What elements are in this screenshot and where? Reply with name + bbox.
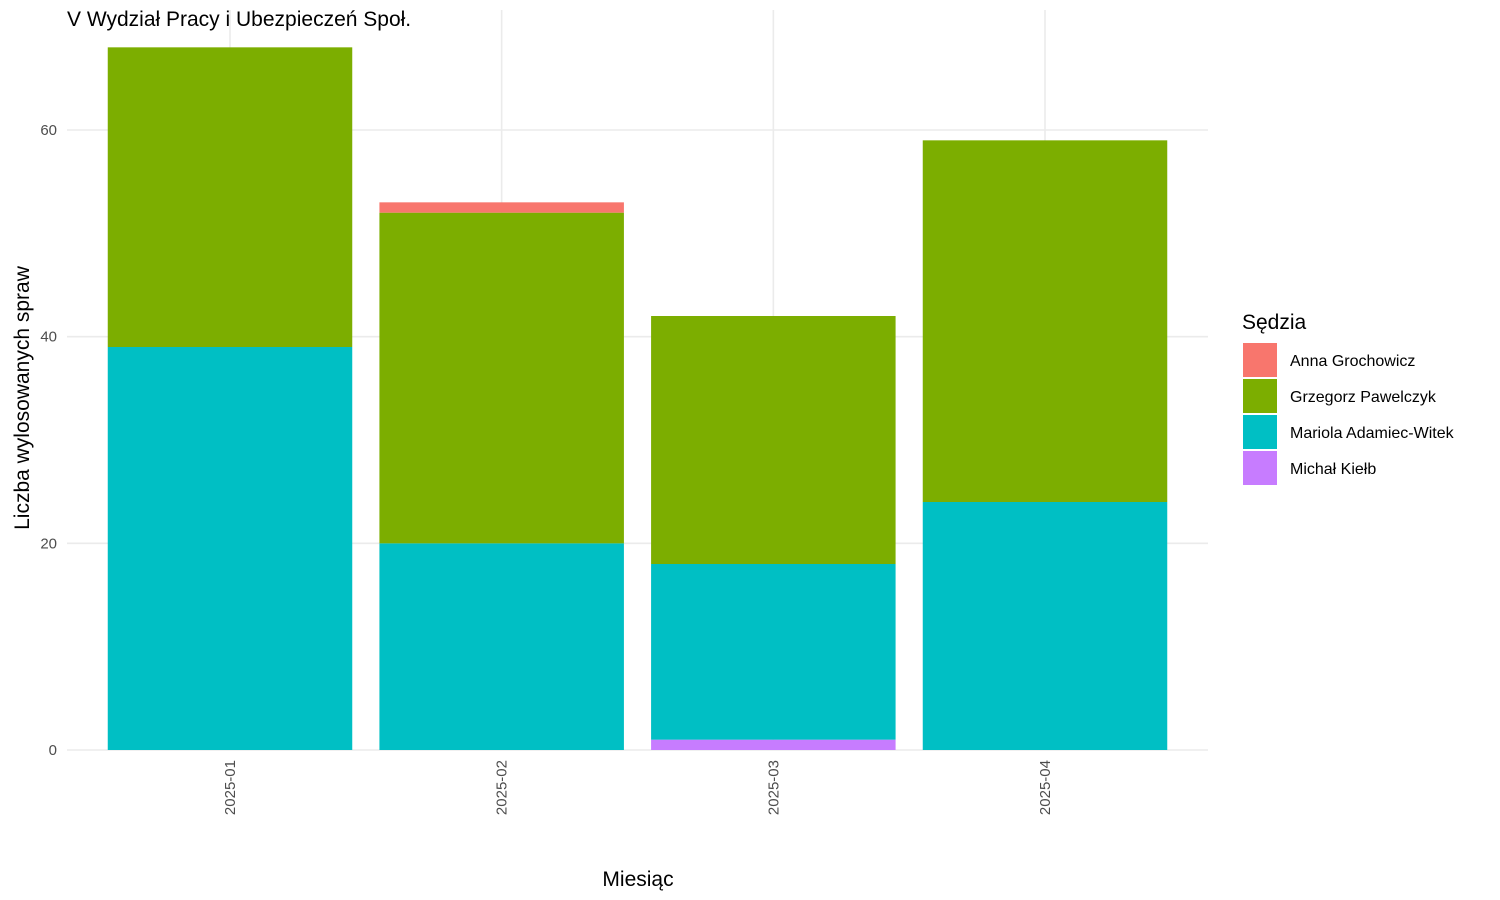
bar-2025-02-mariola-adamiec-witek bbox=[379, 543, 624, 750]
legend-swatch bbox=[1243, 379, 1277, 413]
x-tick-label: 2025-04 bbox=[1037, 760, 1054, 815]
bar-2025-02-anna-grochowicz bbox=[379, 202, 624, 213]
y-axis-title: Liczba wylosowanych spraw bbox=[11, 265, 34, 530]
chart-title: V Wydział Pracy i Ubezpieczeń Społ. bbox=[67, 8, 411, 31]
y-tick-label: 60 bbox=[40, 122, 57, 139]
x-tick-label: 2025-01 bbox=[222, 760, 239, 815]
legend-label: Anna Grochowicz bbox=[1290, 353, 1415, 370]
legend-swatch bbox=[1243, 451, 1277, 485]
legend-label: Mariola Adamiec-Witek bbox=[1290, 425, 1455, 442]
x-tick-label: 2025-03 bbox=[765, 760, 782, 815]
bar-2025-03-grzegorz-pawelczyk bbox=[651, 316, 896, 564]
y-tick-label: 40 bbox=[40, 329, 57, 346]
bar-2025-02-grzegorz-pawelczyk bbox=[379, 212, 624, 544]
y-tick-label: 0 bbox=[49, 742, 57, 759]
legend-swatch bbox=[1243, 343, 1277, 377]
bar-2025-03-michal-kielb bbox=[651, 739, 896, 750]
bar-2025-01-mariola-adamiec-witek bbox=[107, 347, 353, 750]
legend: Sędzia Anna Grochowicz Grzegorz Pawelczyk… bbox=[1242, 311, 1455, 485]
x-tick-labels: 2025-01 2025-02 2025-03 2025-04 bbox=[222, 760, 1054, 815]
x-tick-label: 2025-02 bbox=[494, 760, 511, 815]
legend-swatch bbox=[1243, 415, 1277, 449]
bar-2025-04-grzegorz-pawelczyk bbox=[922, 140, 1168, 503]
legend-label: Michał Kiełb bbox=[1290, 461, 1376, 478]
bar-2025-04-mariola-adamiec-witek bbox=[922, 502, 1168, 750]
y-tick-label: 20 bbox=[40, 535, 57, 552]
bars bbox=[107, 47, 1168, 750]
legend-label: Grzegorz Pawelczyk bbox=[1290, 389, 1437, 406]
bar-2025-03-mariola-adamiec-witek bbox=[651, 564, 896, 740]
legend-title: Sędzia bbox=[1242, 311, 1307, 334]
legend-items: Anna Grochowicz Grzegorz Pawelczyk Mariola… bbox=[1243, 343, 1455, 485]
bar-2025-01-grzegorz-pawelczyk bbox=[107, 47, 353, 347]
y-tick-labels: 0 20 40 60 bbox=[40, 122, 57, 759]
x-axis-title: Miesiąc bbox=[602, 868, 673, 891]
